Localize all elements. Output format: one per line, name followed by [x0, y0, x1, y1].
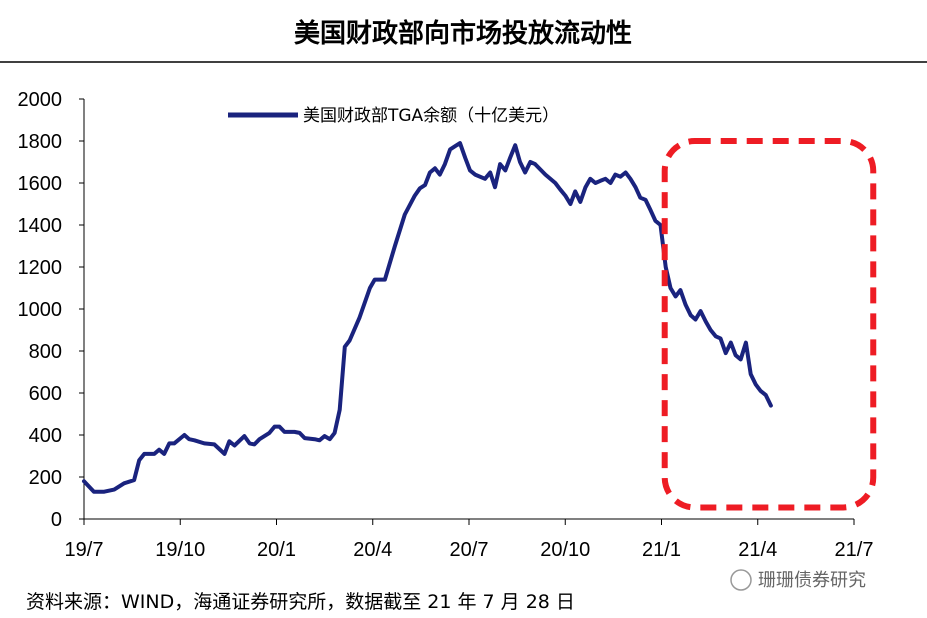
x-tick-label: 20/4	[353, 539, 392, 561]
y-tick-label: 200	[29, 467, 62, 489]
x-axis-ticks: 19/7 19/10 20/1 20/4 20/7 20/10 21/1 21/4 21/7	[65, 519, 874, 561]
legend-label: 美国财政部TGA余额（十亿美元）	[303, 106, 559, 126]
y-tick-label: 0	[51, 509, 62, 531]
x-tick-label: 19/7	[65, 539, 104, 561]
x-tick-label: 20/10	[540, 539, 590, 561]
y-tick-label: 1600	[18, 173, 63, 195]
wechat-icon	[730, 569, 752, 591]
y-tick-label: 1000	[18, 299, 63, 321]
x-tick-label: 19/10	[155, 539, 205, 561]
legend: 美国财政部TGA余额（十亿美元）	[228, 106, 559, 126]
y-tick-label: 2000	[18, 89, 63, 111]
y-tick-label: 800	[29, 341, 62, 363]
y-tick-label: 1400	[18, 215, 63, 237]
y-tick-label: 400	[29, 425, 62, 447]
y-axis-ticks: 0 200 400 600 800 1000 1200 1400 1600 1800 2000	[18, 89, 84, 531]
x-tick-label: 20/7	[450, 539, 489, 561]
tga-balance-line	[82, 141, 773, 494]
chart-title: 美国财政部向市场投放流动性	[294, 18, 632, 49]
y-tick-label: 600	[29, 383, 62, 405]
x-tick-label: 21/4	[738, 539, 777, 561]
y-tick-label: 1800	[18, 131, 63, 153]
x-tick-label: 21/1	[642, 539, 681, 561]
watermark-text: 珊珊债券研究	[758, 570, 866, 591]
x-tick-label: 21/7	[835, 539, 874, 561]
watermark: 珊珊债券研究	[730, 569, 866, 591]
x-tick-label: 20/1	[257, 539, 296, 561]
highlight-box	[661, 138, 877, 511]
source-note: 资料来源：WIND，海通证券研究所，数据截至 21 年 7 月 28 日	[26, 591, 575, 613]
y-tick-label: 1200	[18, 257, 63, 279]
